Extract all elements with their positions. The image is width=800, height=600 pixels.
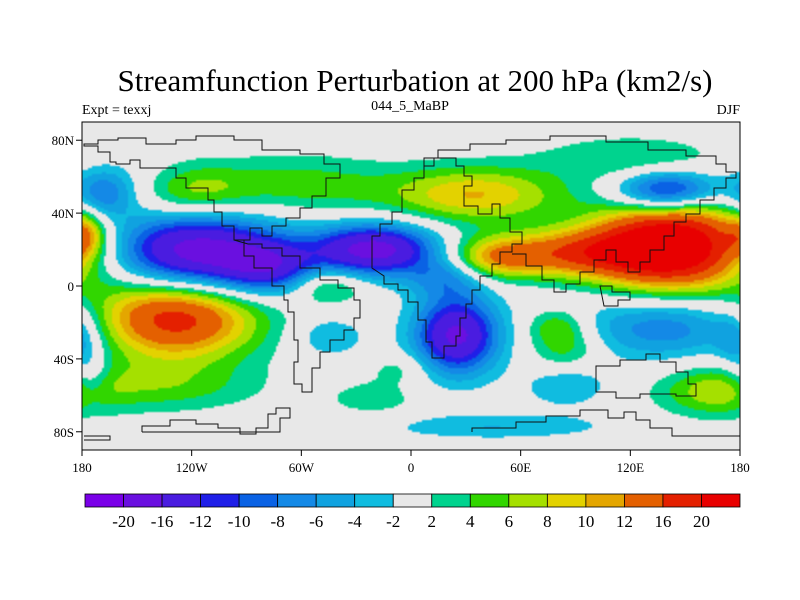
colorbar-label: 8: [543, 512, 552, 531]
colorbar-swatch: [123, 493, 163, 508]
colorbar: -20 -16 -12 -10 -8 -6 -4 -2 2 4 6 8 10 12 16 20: [84, 493, 741, 531]
colorbar-swatch: [546, 493, 587, 508]
colorbar-swatch: [392, 493, 433, 508]
y-axis: 80N 40N 0 40S 80S: [52, 133, 82, 440]
colorbar-swatch: [315, 493, 356, 508]
colorbar-label: -20: [112, 512, 135, 531]
colorbar-swatch: [701, 493, 741, 508]
colorbar-label: 20: [693, 512, 710, 531]
y-tick-label: 80S: [54, 425, 74, 440]
colorbar-swatch: [200, 493, 240, 508]
map-plot-area: [81, 121, 741, 451]
x-tick-label: 180: [730, 460, 750, 475]
colorbar-swatch: [277, 493, 317, 508]
colorbar-swatch: [84, 493, 124, 508]
experiment-label: Expt = texxj: [82, 103, 151, 118]
x-tick-label: 120E: [617, 460, 645, 475]
colorbar-swatch: [431, 493, 471, 508]
x-tick-label: 180: [72, 460, 92, 475]
x-tick-label: 0: [408, 460, 415, 475]
colorbar-label: 2: [428, 512, 437, 531]
y-tick-label: 40N: [52, 206, 75, 221]
colorbar-swatch: [624, 493, 664, 508]
season-label: DJF: [717, 103, 741, 118]
colorbar-swatch: [354, 493, 394, 508]
x-axis: 180 120W 60W 0 60E 120E 180: [72, 450, 750, 475]
colorbar-label: -8: [271, 512, 285, 531]
x-tick-label: 60E: [510, 460, 531, 475]
contour-field: [82, 122, 740, 450]
x-tick-label: 120W: [176, 460, 209, 475]
colorbar-label: -2: [386, 512, 400, 531]
colorbar-swatch: [585, 493, 625, 508]
colorbar-label: -16: [151, 512, 174, 531]
colorbar-label: -6: [309, 512, 323, 531]
case-label: 044_5_MaBP: [371, 99, 449, 114]
colorbar-label: -10: [228, 512, 251, 531]
y-tick-label: 0: [68, 279, 75, 294]
colorbar-label: 10: [577, 512, 594, 531]
colorbar-label: -12: [189, 512, 212, 531]
colorbar-swatch: [161, 493, 201, 508]
colorbar-swatch: [662, 493, 702, 508]
colorbar-label: -4: [348, 512, 363, 531]
colorbar-label: 4: [466, 512, 475, 531]
colorbar-swatch: [238, 493, 279, 508]
colorbar-swatch: [469, 493, 510, 508]
x-tick-label: 60W: [289, 460, 315, 475]
y-tick-label: 80N: [52, 133, 75, 148]
y-tick-label: 40S: [54, 352, 74, 367]
coastline-outline: [83, 135, 740, 441]
colorbar-label: 6: [505, 512, 514, 531]
colorbar-swatch: [508, 493, 548, 508]
colorbar-label: 16: [654, 512, 671, 531]
colorbar-label: 12: [616, 512, 633, 531]
chart-title: Streamfunction Perturbation at 200 hPa (…: [118, 63, 713, 98]
